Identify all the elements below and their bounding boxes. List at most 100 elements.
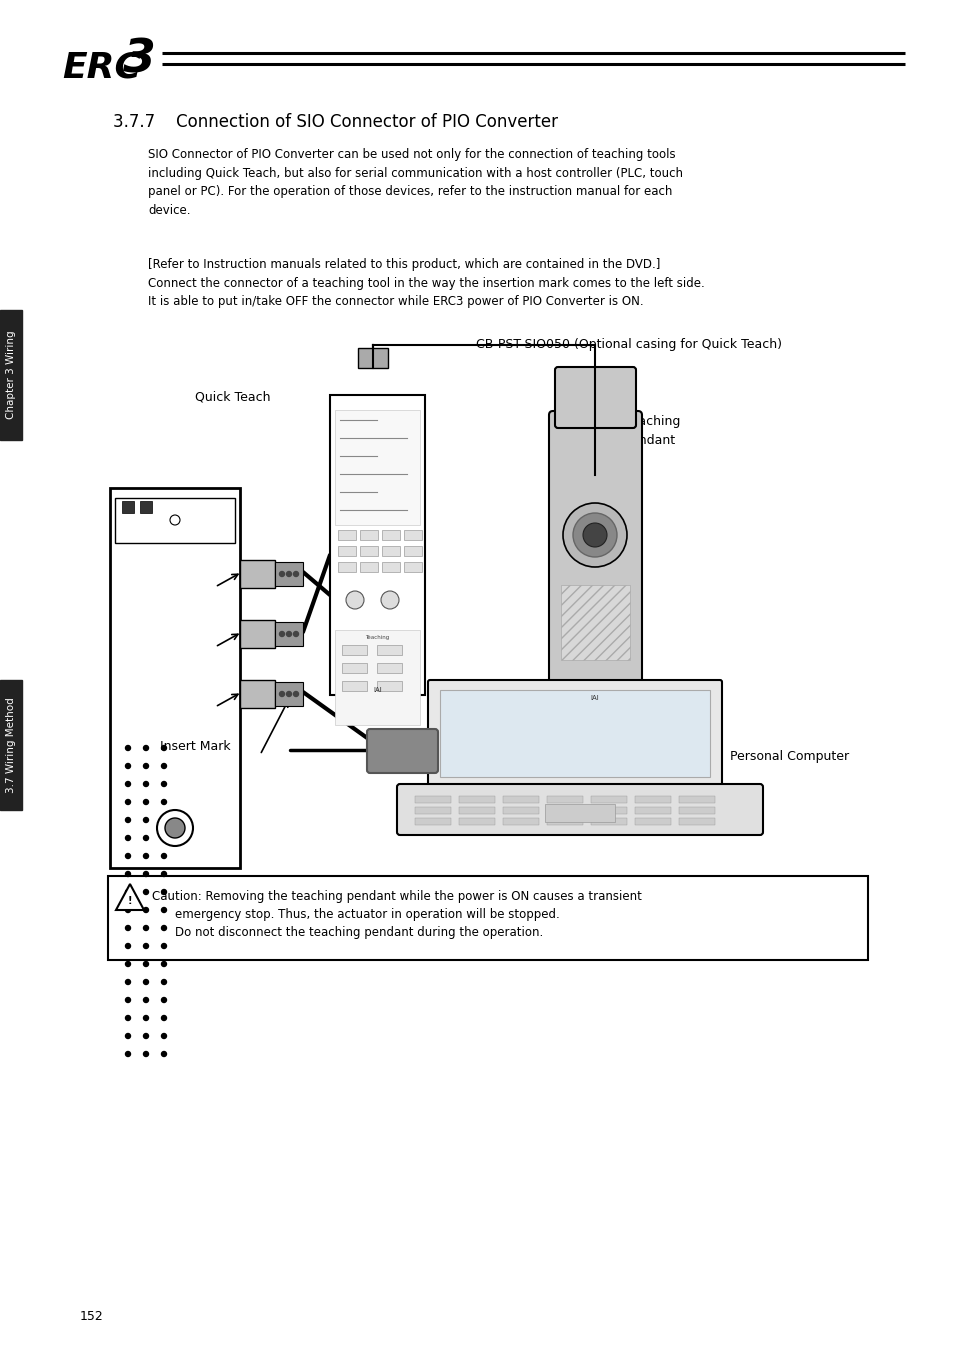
Circle shape — [143, 980, 149, 984]
FancyBboxPatch shape — [548, 410, 641, 714]
Circle shape — [279, 632, 284, 636]
Text: Quick Teach: Quick Teach — [194, 390, 271, 404]
Circle shape — [143, 818, 149, 822]
Text: Teaching
Pendant: Teaching Pendant — [624, 414, 679, 447]
Text: IAI: IAI — [373, 687, 381, 693]
Circle shape — [286, 691, 292, 697]
Circle shape — [126, 1034, 131, 1038]
Circle shape — [165, 818, 185, 838]
Circle shape — [143, 836, 149, 841]
Bar — [122, 501, 133, 513]
Circle shape — [126, 1052, 131, 1057]
Circle shape — [143, 764, 149, 768]
Bar — [341, 645, 367, 655]
Circle shape — [161, 961, 167, 967]
Bar — [403, 531, 421, 540]
Bar — [274, 622, 303, 647]
Bar — [679, 807, 714, 814]
Bar — [140, 501, 152, 513]
Circle shape — [143, 890, 149, 895]
Text: Do not disconnect the teaching pendant during the operation.: Do not disconnect the teaching pendant d… — [174, 926, 542, 940]
Bar — [376, 645, 401, 655]
Text: !: ! — [128, 896, 132, 906]
Circle shape — [143, 998, 149, 1003]
Circle shape — [582, 522, 606, 547]
Text: 152: 152 — [80, 1310, 104, 1323]
Circle shape — [126, 1015, 131, 1021]
Circle shape — [279, 691, 284, 697]
Bar — [381, 545, 399, 556]
Bar — [0, 310, 22, 440]
Bar — [502, 818, 538, 825]
Circle shape — [126, 961, 131, 967]
Circle shape — [126, 853, 131, 859]
Bar — [274, 562, 303, 586]
Bar — [381, 531, 399, 540]
Bar — [359, 562, 377, 572]
Circle shape — [161, 872, 167, 876]
Circle shape — [126, 890, 131, 895]
Bar — [381, 562, 399, 572]
Circle shape — [143, 926, 149, 930]
Bar — [274, 682, 303, 706]
Circle shape — [573, 513, 617, 558]
Circle shape — [161, 1015, 167, 1021]
Bar — [376, 663, 401, 674]
Bar — [586, 705, 602, 725]
FancyBboxPatch shape — [367, 729, 437, 774]
Bar — [403, 545, 421, 556]
Bar — [635, 818, 670, 825]
Bar — [458, 807, 495, 814]
Bar — [415, 796, 451, 803]
Bar — [0, 680, 22, 810]
Circle shape — [126, 907, 131, 913]
Circle shape — [143, 1052, 149, 1057]
Bar — [635, 807, 670, 814]
Bar — [679, 818, 714, 825]
Circle shape — [126, 836, 131, 841]
Circle shape — [126, 872, 131, 876]
Circle shape — [346, 591, 364, 609]
Bar — [330, 396, 424, 695]
Bar — [679, 796, 714, 803]
Bar — [240, 620, 274, 648]
Bar — [546, 796, 582, 803]
Text: IAI: IAI — [590, 695, 598, 701]
FancyBboxPatch shape — [555, 367, 636, 428]
Bar — [546, 818, 582, 825]
Bar — [544, 805, 615, 822]
Circle shape — [126, 745, 131, 751]
Bar — [635, 796, 670, 803]
Circle shape — [161, 998, 167, 1003]
FancyBboxPatch shape — [396, 784, 762, 836]
Circle shape — [143, 961, 149, 967]
Circle shape — [161, 782, 167, 787]
Bar — [560, 585, 629, 660]
Bar — [458, 818, 495, 825]
Circle shape — [161, 764, 167, 768]
Bar — [359, 545, 377, 556]
Circle shape — [143, 853, 149, 859]
Bar — [337, 531, 355, 540]
Bar — [546, 807, 582, 814]
Text: Personal Computer: Personal Computer — [729, 751, 848, 763]
Circle shape — [294, 571, 298, 576]
Circle shape — [143, 782, 149, 787]
FancyBboxPatch shape — [428, 680, 721, 787]
Bar — [337, 545, 355, 556]
Circle shape — [161, 818, 167, 822]
Circle shape — [126, 818, 131, 822]
Text: 3: 3 — [123, 38, 155, 82]
Circle shape — [126, 764, 131, 768]
Text: Caution: Removing the teaching pendant while the power is ON causes a transient: Caution: Removing the teaching pendant w… — [152, 890, 641, 903]
Circle shape — [126, 799, 131, 805]
Text: CB-PST-SIO050 (Optional casing for Quick Teach): CB-PST-SIO050 (Optional casing for Quick… — [476, 338, 781, 351]
Bar — [335, 630, 419, 725]
Text: emergency stop. Thus, the actuator in operation will be stopped.: emergency stop. Thus, the actuator in op… — [174, 909, 559, 921]
Circle shape — [161, 836, 167, 841]
Circle shape — [294, 691, 298, 697]
Circle shape — [126, 944, 131, 949]
Circle shape — [562, 504, 626, 567]
Bar — [502, 807, 538, 814]
Circle shape — [161, 1034, 167, 1038]
